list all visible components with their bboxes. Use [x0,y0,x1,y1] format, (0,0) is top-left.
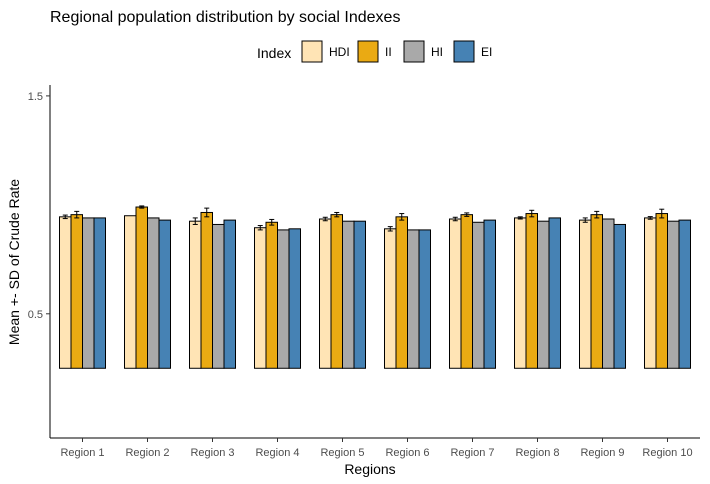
legend-label-hdi: HDI [329,45,350,59]
bar-ii [395,216,408,369]
bar-ii [70,214,83,369]
bar-ei [353,220,366,369]
bar-ii [135,206,148,369]
bar-hdi [514,217,527,369]
x-tick-label: Region 8 [515,447,559,459]
legend-key-ei [453,40,475,63]
bar-ii [330,214,343,369]
bar-ii [590,214,603,369]
bar-ei [93,217,106,369]
legend-title: Index [257,45,291,61]
bar-hi [472,221,485,369]
bar-group [319,211,366,369]
bar-ei [158,219,171,369]
bar-hdi [319,218,332,369]
bar-hdi [449,218,462,369]
x-tick-label: Region 9 [580,447,624,459]
bar-ii [200,211,213,369]
bar-ii [655,213,668,369]
legend-label-ei: EI [481,45,492,59]
bar-hi [82,217,95,369]
legend-label-ii: II [385,45,392,59]
bar-group [579,210,626,369]
bar-group [189,207,236,369]
bar-ei [613,223,626,369]
y-axis-ticks: 0.5 1.5 [28,91,50,321]
legend-key-hdi [301,40,323,63]
bar-ii [525,213,538,369]
x-tick-label: Region 7 [450,447,494,459]
bar-hi [277,229,290,369]
bar-hdi [579,219,592,369]
bar-group [384,213,431,369]
y-axis-title: Mean +- SD of Crude Rate [6,179,22,345]
bar-ei [288,228,301,369]
bar-ei [223,219,236,369]
x-tick-label: Region 4 [255,447,299,459]
bar-hi [342,220,355,369]
bar-ii [460,214,473,369]
bar-ei [418,229,431,369]
x-tick-label: Region 3 [190,447,234,459]
bar-hi [667,220,680,369]
bar-hdi [384,228,397,369]
y-tick-label: 1.5 [28,91,43,103]
y-tick-label: 0.5 [28,309,43,321]
x-tick-label: Region 10 [642,447,692,459]
bar-hdi [189,220,202,369]
bar-hdi [254,227,267,369]
x-tick-label: Region 6 [385,447,429,459]
x-tick-label: Region 1 [60,447,104,459]
bar-hdi [644,217,657,369]
bar-group [514,209,561,369]
bar-hi [537,220,550,369]
bar-group [644,208,691,369]
bar-hdi [124,215,137,369]
bar-ii [265,221,278,369]
bar-ei [678,219,691,369]
bar-hi [407,229,420,369]
bar-ei [548,217,561,369]
bar-group [124,205,171,369]
bar-group [449,212,496,369]
bar-hi [147,217,160,369]
x-tick-label: Region 2 [125,447,169,459]
legend-key-hi [403,40,425,63]
x-axis-ticks: Region 1 Region 2 Region 3 Region 4 Region 5… [60,438,693,459]
bar-group [254,218,301,369]
chart-title: Regional population distribution by soci… [50,9,400,26]
bar-hi [602,218,615,369]
bar-ei [483,219,496,369]
x-axis-title: Regions [344,461,395,477]
bar-hdi [59,216,72,369]
x-tick-label: Region 5 [320,447,364,459]
bar-hi [212,223,225,369]
legend-label-hi: HI [431,45,443,59]
plot-area [59,205,691,369]
bar-group [59,210,106,369]
legend-key-ii [357,40,379,63]
legend: Index HDI II HI EI [257,40,492,63]
